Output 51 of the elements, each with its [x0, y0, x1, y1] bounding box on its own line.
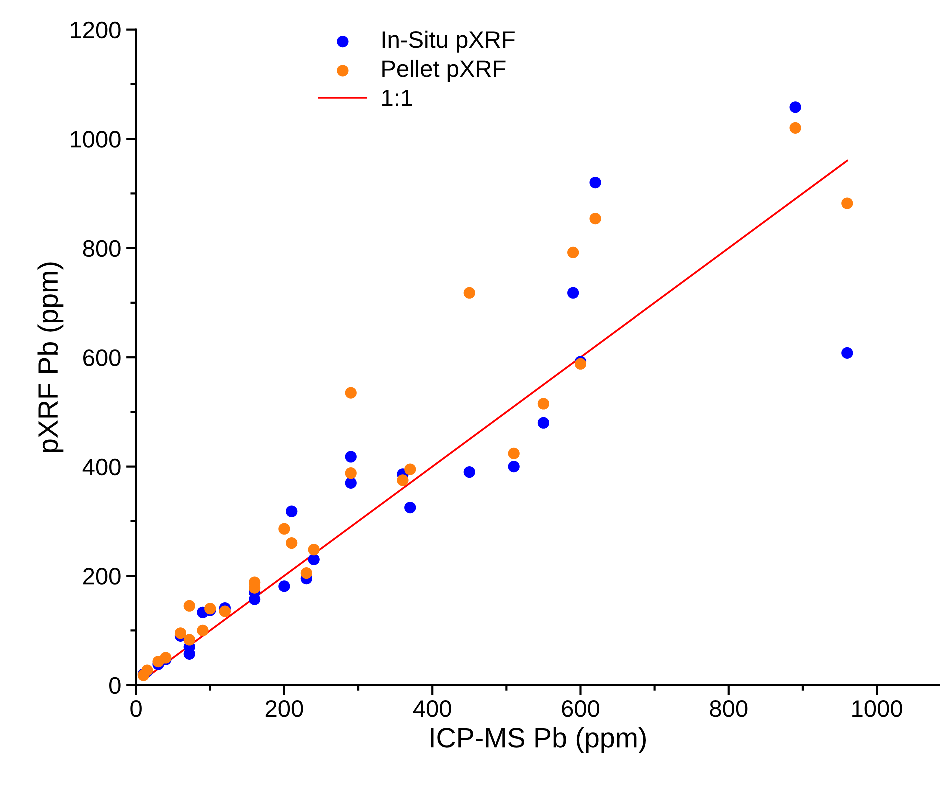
point: [790, 102, 802, 114]
point: [345, 387, 357, 399]
point: [278, 523, 290, 535]
x-tick-label: 1000: [852, 700, 902, 718]
point: [590, 213, 602, 225]
point: [397, 474, 409, 486]
point: [538, 398, 550, 410]
point: [197, 624, 209, 636]
point: [538, 417, 550, 429]
y-tick-label: 600: [84, 350, 121, 366]
point: [278, 580, 290, 592]
point: [568, 287, 580, 299]
x-tick-label: 800: [710, 700, 748, 718]
y-tick-label: 1000: [70, 131, 121, 148]
point: [345, 468, 357, 480]
y-tick-label: 400: [82, 458, 121, 476]
legend-label: In-Situ pXRF: [382, 30, 515, 53]
point: [174, 628, 187, 640]
point: [286, 537, 298, 550]
point: [842, 198, 854, 210]
point: [508, 448, 520, 460]
y-tick-label: 200: [84, 568, 121, 585]
point: [345, 451, 357, 463]
x-tick-label: 0: [130, 700, 142, 718]
point: [184, 634, 196, 646]
point: [790, 122, 802, 134]
point: [404, 464, 416, 476]
point: [219, 606, 231, 618]
point: [842, 347, 854, 360]
y-tick-label: 800: [83, 240, 121, 258]
point: [508, 461, 520, 473]
x-tick-label: 600: [562, 700, 600, 718]
point: [404, 502, 416, 514]
x-tick-label: 400: [413, 700, 452, 718]
x-tick-label: 200: [266, 700, 304, 718]
y-axis-title: pXRF Pb (ppm): [38, 262, 64, 452]
point: [464, 466, 476, 478]
y-tick-label: 0: [110, 677, 121, 694]
x-axis-title: ICP-MS Pb (ppm): [431, 727, 646, 754]
point: [308, 544, 320, 556]
y-tick-label: 1200: [70, 22, 121, 39]
point: [345, 477, 357, 490]
point: [308, 554, 320, 566]
legend-label: 1:1: [382, 90, 412, 106]
point: [568, 246, 580, 258]
legend-label: Pellet pXRF: [382, 60, 506, 82]
point: [184, 600, 196, 612]
point: [300, 568, 312, 580]
point: [286, 506, 298, 518]
point: [464, 287, 476, 299]
point: [590, 176, 602, 189]
